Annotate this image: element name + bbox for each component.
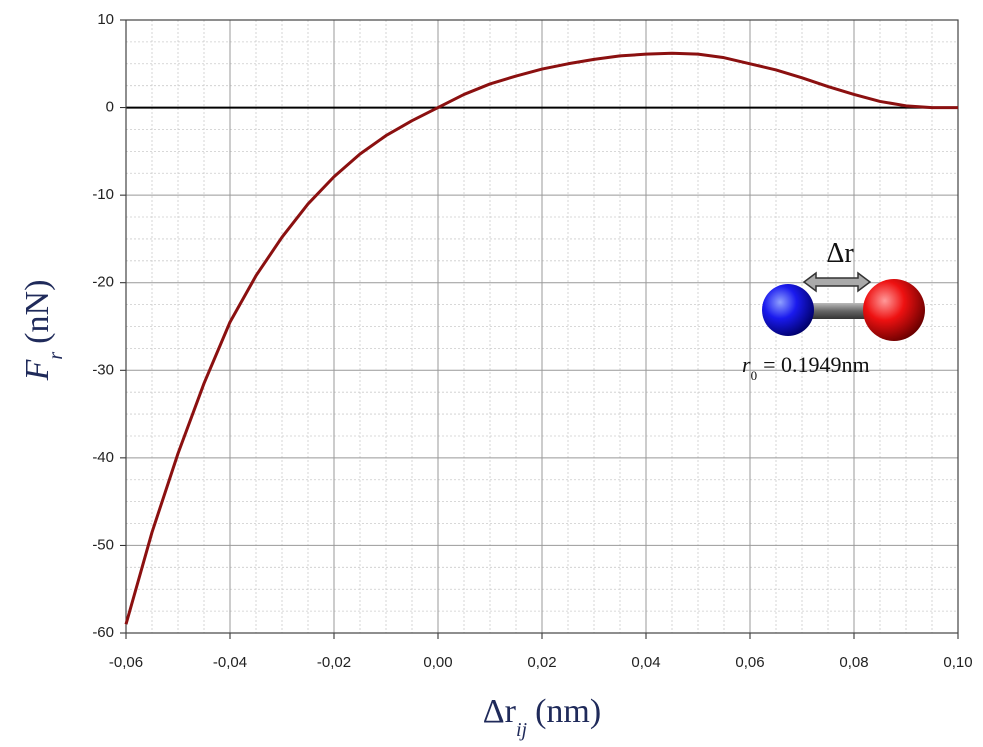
x-tick-label: 0,02 bbox=[527, 654, 556, 671]
x-sub: ij bbox=[516, 719, 528, 741]
inset: Δr r0 = 0.1949nm bbox=[742, 238, 925, 383]
x-tick-label: 0,00 bbox=[423, 654, 452, 671]
y-tick-label: -50 bbox=[92, 536, 114, 553]
x-tick-label: 0,06 bbox=[735, 654, 764, 671]
x-tick-label: 0,08 bbox=[839, 654, 868, 671]
arrow-label: Δr bbox=[826, 238, 854, 269]
arrow-label-text: Δr bbox=[826, 238, 854, 269]
x-tick-label: 0,10 bbox=[943, 654, 972, 671]
y-unit: (nN) bbox=[19, 280, 56, 344]
y-tick-label: -60 bbox=[92, 624, 114, 641]
y-tick-label: -40 bbox=[92, 449, 114, 466]
y-tick-label: -20 bbox=[92, 274, 114, 291]
x-axis-label: Δrij (nm) bbox=[483, 693, 601, 741]
y-tick-label: -30 bbox=[92, 361, 114, 378]
plot bbox=[124, 51, 958, 625]
y-tick-label: 0 bbox=[106, 99, 114, 116]
y-sub: r bbox=[45, 352, 67, 360]
y-symbol: F bbox=[19, 358, 56, 381]
grid bbox=[120, 19, 959, 639]
x-tick-label: -0,04 bbox=[213, 654, 247, 671]
r-sub: 0 bbox=[751, 368, 758, 383]
r-symbol: r bbox=[742, 352, 751, 377]
plot-frame bbox=[125, 19, 959, 634]
series-line bbox=[124, 51, 958, 625]
x-tick-label: 0,04 bbox=[631, 654, 660, 671]
y-axis-label: Fr (nN) bbox=[19, 280, 67, 382]
r-text: = 0.1949nm bbox=[763, 352, 870, 377]
arrow bbox=[802, 271, 872, 293]
atom-red bbox=[863, 279, 925, 341]
x-tick-label: -0,02 bbox=[317, 654, 351, 671]
atom-blue bbox=[762, 284, 814, 336]
y-tick-label: 10 bbox=[97, 11, 114, 28]
bond bbox=[800, 303, 880, 319]
r0-label: r0 = 0.1949nm bbox=[742, 352, 870, 383]
x-tick-label: -0,06 bbox=[109, 654, 143, 671]
x-unit: (nm) bbox=[535, 693, 601, 730]
x-symbol: Δr bbox=[483, 693, 517, 730]
y-tick-label: -10 bbox=[92, 186, 114, 203]
